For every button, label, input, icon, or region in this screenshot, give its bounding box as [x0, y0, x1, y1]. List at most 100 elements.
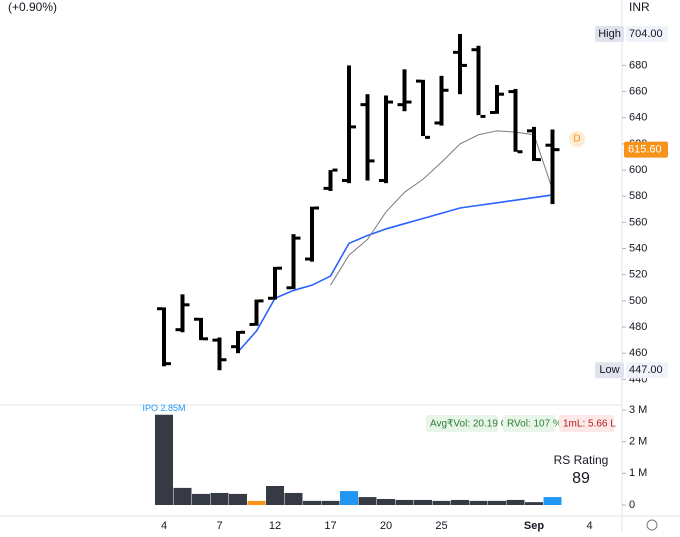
y-tick-label: 500: [629, 295, 647, 307]
ohlc-open: [360, 103, 366, 107]
ohlc-open: [545, 143, 551, 147]
ohlc-open: [231, 345, 236, 349]
rs-value: 89: [572, 470, 590, 487]
ohlc-range: [217, 337, 222, 371]
volume-bar: [488, 500, 506, 505]
ohlc-open: [342, 179, 347, 183]
ohlc-range: [347, 65, 351, 184]
ohlc-close: [480, 114, 486, 118]
settings-icon[interactable]: [646, 519, 658, 531]
ohlc-range: [254, 299, 259, 326]
marker-name-box: [595, 26, 624, 43]
ohlc-open: [508, 90, 514, 94]
ohlc-close: [517, 150, 523, 154]
marker-value-box: [626, 26, 668, 43]
volume-bar: [247, 500, 266, 505]
marker-name-box: [595, 362, 624, 379]
ohlc-range: [550, 129, 555, 205]
x-tick-label: 7: [216, 520, 222, 532]
volume-bar: [340, 491, 358, 505]
ohlc-range: [199, 317, 203, 341]
volume-bar: [173, 487, 192, 505]
ohlc-range: [180, 294, 185, 333]
volume-bar: [506, 499, 525, 505]
stat-box: [559, 415, 614, 432]
ohlc-range: [236, 330, 240, 354]
x-tick-label: Sep: [524, 520, 544, 532]
y-tick-label: 660: [629, 85, 647, 97]
volume-bar: [210, 492, 229, 505]
volume-bar: [377, 498, 395, 505]
ohlc-close: [406, 100, 412, 104]
y-tick-label: 540: [629, 242, 647, 254]
stat-box: [426, 415, 498, 432]
volume-bar: [192, 493, 210, 505]
ohlc-range: [495, 85, 499, 114]
ohlc-range: [384, 95, 388, 184]
ohlc-close: [462, 63, 467, 67]
ohlc-range: [273, 266, 277, 300]
ohlc-close: [277, 266, 282, 270]
ohlc-close: [184, 303, 190, 307]
volume-bar: [229, 493, 247, 505]
x-tick-label: 4: [161, 520, 167, 532]
x-tick-label: 17: [324, 520, 336, 532]
volume-bar: [543, 497, 562, 505]
interval-badge: [569, 131, 585, 147]
y-tick-label: 460: [629, 347, 647, 359]
ohlc-close: [425, 135, 430, 139]
interval-label: D: [573, 134, 580, 145]
ohlc-close: [221, 358, 227, 362]
volume-bar: [414, 499, 432, 505]
ohlc-open: [416, 79, 421, 83]
ohlc-range: [162, 307, 166, 367]
y-tick-label: 640: [629, 112, 647, 124]
ohlc-open: [157, 307, 162, 311]
ohlc-range: [476, 45, 481, 116]
ohlc-close: [314, 206, 319, 210]
y-tick-label: 680: [629, 59, 647, 71]
ohlc-range: [365, 94, 370, 181]
marker-value: 704.00: [629, 28, 663, 40]
ohlc-close: [258, 299, 264, 303]
marker-value: 447.00: [629, 364, 663, 376]
ohlc-range: [532, 126, 536, 161]
ohlc-range: [402, 69, 407, 112]
y-tick-label: 600: [629, 164, 647, 176]
x-tick-label: 20: [380, 520, 392, 532]
currency: INR: [629, 0, 650, 14]
ohlc-range: [513, 88, 518, 152]
volume-bar: [395, 499, 414, 505]
ohlc-range: [328, 170, 333, 191]
ohlc-close: [388, 100, 393, 104]
volume-tick-label: 1 M: [629, 467, 647, 479]
volume-bar: [303, 500, 321, 505]
volume-bar: [451, 499, 469, 505]
volume-tick-label: 0: [629, 499, 635, 511]
volume-bar: [284, 492, 303, 505]
volume-bar: [469, 500, 488, 505]
ohlc-open: [453, 50, 458, 54]
ohlc-open: [305, 257, 310, 261]
ohlc-open: [194, 317, 199, 321]
ohlc-open: [286, 286, 292, 290]
volume-tick-label: 3 M: [629, 404, 647, 416]
marker-name: Low: [599, 364, 619, 376]
ohlc-range: [439, 75, 444, 126]
ohlc-open: [527, 129, 532, 133]
header-change: (+0.90%): [8, 0, 57, 14]
ohlc-range: [310, 206, 314, 262]
volume-bar: [432, 500, 451, 505]
stat-text: 1mL: 5.66 L: [563, 419, 616, 430]
ohlc-range: [421, 79, 425, 137]
ohlc-close: [369, 159, 375, 163]
y-tick-label: 520: [629, 269, 647, 281]
ohlc-close: [536, 158, 541, 162]
rs-label: RS Rating: [554, 453, 609, 467]
stat-text: RVol: 107 %: [507, 419, 562, 430]
volume-bar: [266, 486, 284, 505]
ohlc-open: [249, 322, 255, 326]
stat-box: [503, 415, 555, 432]
